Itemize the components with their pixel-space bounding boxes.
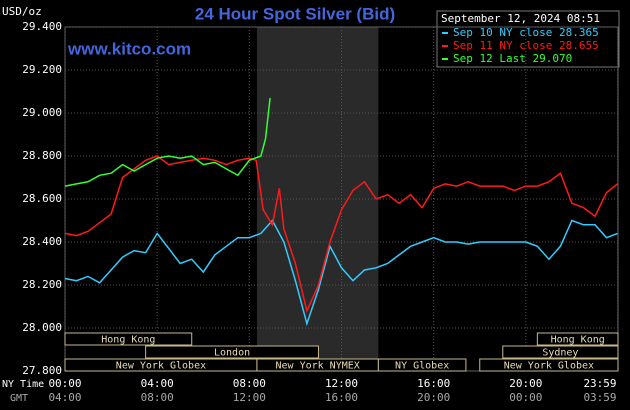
session-box	[64, 332, 193, 346]
y-tick-label: 28.000	[22, 321, 62, 334]
x-tick-label: 23:59	[583, 377, 616, 390]
session-label: Sydney	[542, 348, 578, 359]
website: www.kitco.com	[67, 39, 191, 58]
session-label: Hong Kong	[551, 335, 605, 346]
legend-entry: Sep 10 NY close 28.365	[453, 26, 599, 39]
y-axis-label: USD/oz	[2, 5, 42, 18]
y-tick-label: 28.200	[22, 278, 62, 291]
x-tick-label: 00:00	[48, 377, 81, 390]
session-box	[479, 358, 619, 372]
legend-box	[436, 10, 620, 68]
session-box	[145, 345, 319, 359]
legend-entry: Sep 12 Last 29.070	[453, 52, 572, 65]
legend: September 12, 2024 08:51 Sep 10 NY close…	[436, 10, 620, 68]
gmt-tick-label: 03:59	[583, 391, 616, 404]
x2-axis-label: GMT	[10, 393, 28, 404]
session-label: Hong Kong	[101, 335, 155, 346]
session-label: London	[214, 348, 250, 359]
x-tick-label: 04:00	[141, 377, 174, 390]
y-tick-label: 27.800	[22, 364, 62, 377]
session-label: New York Globex	[504, 361, 594, 372]
series-line	[64, 155, 618, 314]
timestamp: September 12, 2024 08:51	[441, 12, 600, 25]
session-box	[377, 358, 467, 372]
y-tick-label: 29.400	[22, 20, 62, 33]
series-line	[64, 97, 271, 187]
y-tick-label: 28.400	[22, 235, 62, 248]
x-tick-label: 12:00	[325, 377, 358, 390]
session-label: New York Globex	[116, 361, 206, 372]
y-tick-label: 28.800	[22, 149, 62, 162]
gmt-tick-label: 16:00	[325, 391, 358, 404]
gmt-tick-label: 12:00	[233, 391, 266, 404]
x-tick-label: 16:00	[417, 377, 450, 390]
x-axis-label: NY Time	[2, 379, 44, 390]
session-box	[502, 345, 619, 359]
session-box	[536, 332, 619, 346]
y-tick-label: 29.000	[22, 106, 62, 119]
gmt-tick-label: 04:00	[48, 391, 81, 404]
session-label: New York NYMEX	[276, 361, 360, 372]
gmt-tick-label: 20:00	[417, 391, 450, 404]
x-tick-label: 08:00	[233, 377, 266, 390]
y-tick-label: 28.600	[22, 192, 62, 205]
series-line	[64, 219, 618, 327]
chart-title: 24 Hour Spot Silver (Bid)	[195, 4, 395, 23]
y-tick-label: 29.200	[22, 63, 62, 76]
gmt-tick-label: 00:00	[509, 391, 542, 404]
gmt-tick-label: 08:00	[141, 391, 174, 404]
session-label: NY Globex	[395, 361, 449, 372]
x-tick-label: 20:00	[509, 377, 542, 390]
